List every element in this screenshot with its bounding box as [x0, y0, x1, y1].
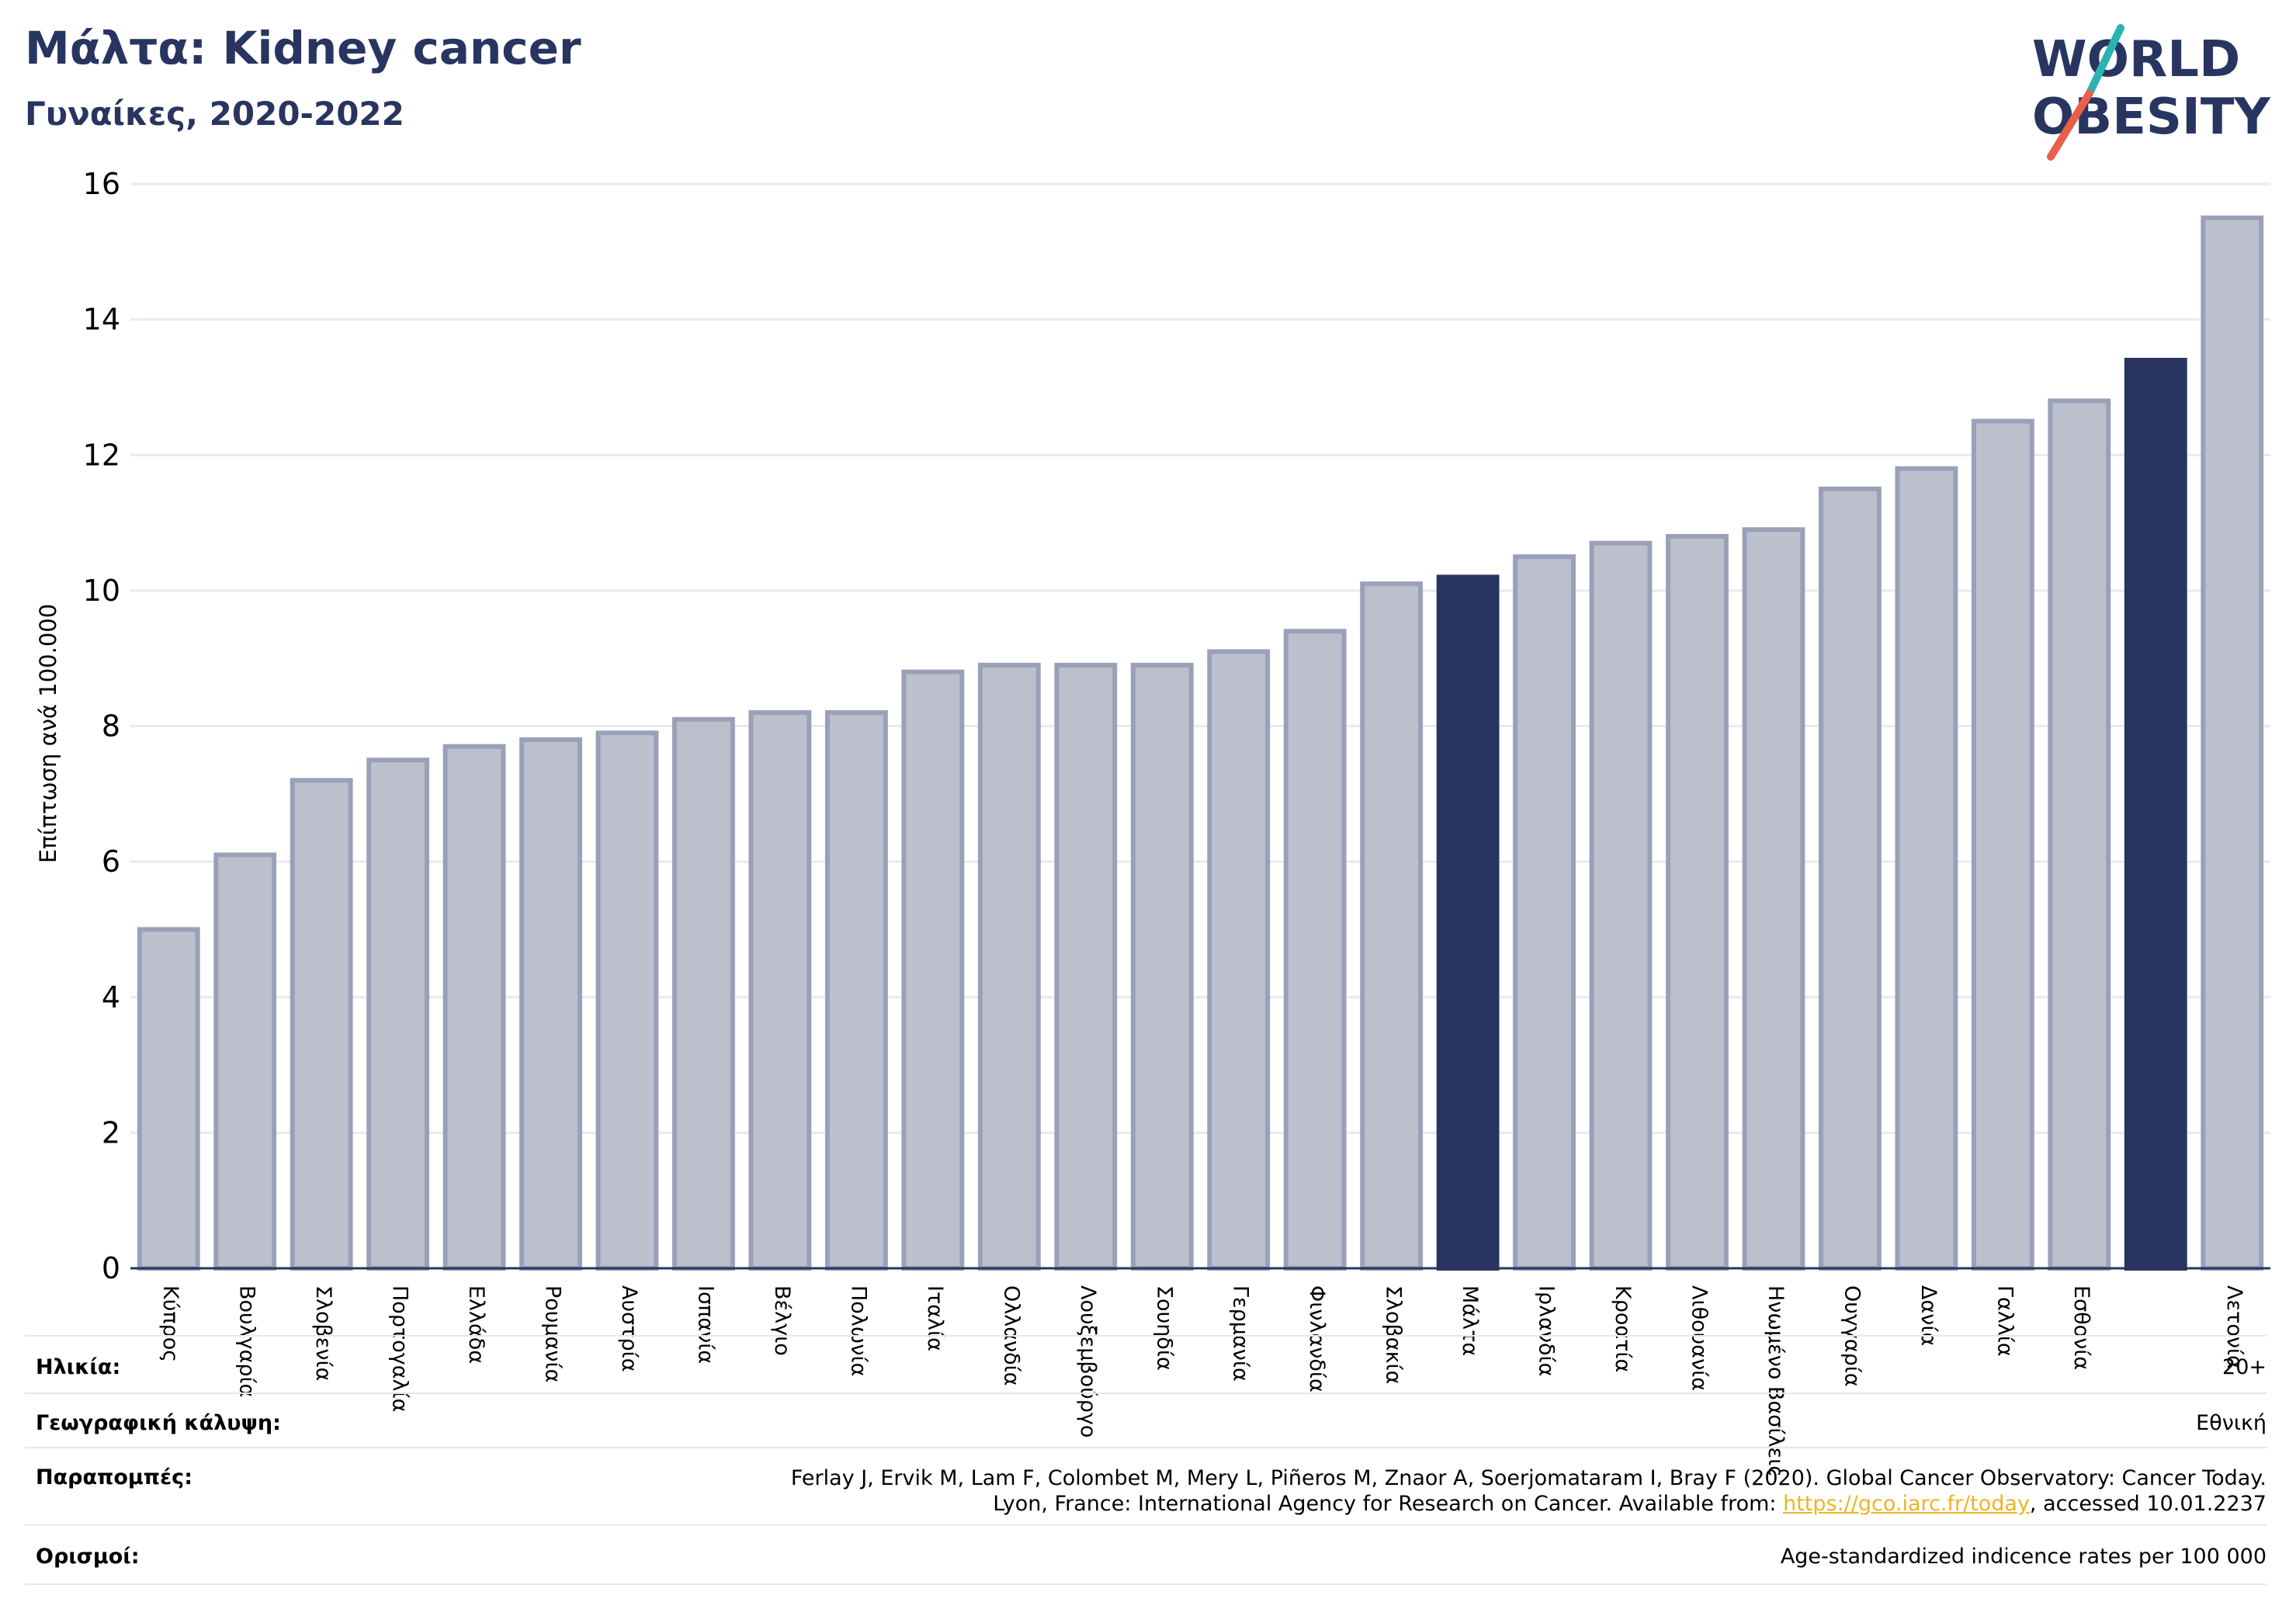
- x-tick-label: Βέλγιο: [770, 1285, 794, 1356]
- bar: [1666, 534, 1729, 1271]
- x-tick-label: Εσθονία: [2069, 1285, 2093, 1370]
- references-accessed: , accessed 10.01.2237: [2029, 1492, 2267, 1516]
- age-label: Ηλικία:: [36, 1355, 121, 1379]
- x-tick-label: Σλοβακία: [1382, 1285, 1406, 1384]
- x-tick-label: Λουξεμβούργο: [1076, 1285, 1100, 1437]
- bar-highlighted: [1436, 574, 1500, 1271]
- x-tick-label: Αυστρία: [617, 1285, 641, 1372]
- x-tick-label: Ηνωμένο Βασίλειο: [1764, 1285, 1788, 1475]
- definitions-row: Ορισμοί: Age-standardized indicence rate…: [25, 1524, 2267, 1585]
- x-tick-label: Ιταλία: [923, 1285, 947, 1351]
- x-tick-label: Λετονία: [2222, 1285, 2246, 1369]
- x-tick-label: Σουηδία: [1152, 1285, 1176, 1371]
- coverage-row: Γεωγραφική κάλυψη: Εθνική: [25, 1392, 2267, 1448]
- y-tick-label: 6: [102, 844, 120, 879]
- x-tick-label: Κροατία: [1611, 1285, 1635, 1372]
- definitions-label: Ορισμοί:: [36, 1545, 140, 1569]
- y-tick-label: 2: [102, 1115, 120, 1150]
- bar: [1895, 466, 1958, 1271]
- bar: [290, 778, 353, 1271]
- bar: [366, 758, 430, 1271]
- x-tick-label: Ελλάδα: [464, 1285, 488, 1364]
- logo-slash-red: [2047, 89, 2093, 161]
- bar: [1283, 629, 1347, 1271]
- y-tick-label: 4: [102, 980, 120, 1014]
- x-tick-label: Φινλανδία: [1305, 1285, 1329, 1392]
- bar: [519, 737, 582, 1271]
- bar-highlighted: [2124, 358, 2187, 1271]
- x-tick-label: Γαλλία: [1993, 1285, 2017, 1357]
- age-row: Ηλικία: 20+: [25, 1335, 2267, 1394]
- bar: [1513, 554, 1576, 1271]
- bar: [1130, 662, 1194, 1271]
- coverage-value: Εθνική: [2196, 1411, 2267, 1435]
- definitions-value: Age-standardized indicence rates per 100…: [1780, 1545, 2267, 1569]
- bar: [2048, 398, 2111, 1271]
- references-label: Παραπομπές:: [36, 1465, 192, 1489]
- bar: [901, 669, 965, 1271]
- y-axis-label: Επίπτωση ανά 100.000: [35, 604, 61, 863]
- bar: [748, 710, 812, 1271]
- coverage-label: Γεωγραφική κάλυψη:: [36, 1411, 281, 1435]
- logo-word-world: WORLD: [2032, 31, 2240, 88]
- bars: [137, 215, 2264, 1271]
- x-tick-label: Ρουμανία: [541, 1285, 565, 1382]
- x-tick-label: Γερμανία: [1229, 1285, 1253, 1382]
- references-line-2: Lyon, France: International Agency for R…: [791, 1491, 2267, 1517]
- x-tick-label: Κύπρος: [158, 1285, 182, 1362]
- bar: [1054, 662, 1118, 1271]
- x-tick-label: Ισπανία: [693, 1285, 717, 1364]
- bar: [1971, 418, 2034, 1271]
- chart-title: Μάλτα: Kidney cancer: [25, 22, 581, 75]
- bar: [824, 710, 888, 1271]
- x-tick-label: Πορτογαλία: [388, 1285, 412, 1412]
- references-value: Ferlay J, Ervik M, Lam F, Colombet M, Me…: [791, 1465, 2267, 1517]
- x-tick-label: Βουλγαρία: [235, 1285, 259, 1398]
- y-tick-label: 12: [83, 438, 120, 472]
- bar: [672, 716, 735, 1271]
- world-obesity-logo: WORLD OBESITY: [2032, 24, 2270, 161]
- bar: [1360, 581, 1424, 1271]
- bar: [213, 852, 277, 1271]
- logo-slash-teal: [2086, 24, 2124, 97]
- bar: [442, 744, 506, 1271]
- bar: [1819, 486, 1882, 1271]
- references-row: Παραπομπές: Ferlay J, Ervik M, Lam F, Co…: [25, 1447, 2267, 1526]
- x-tick-label: Λιθουανία: [1687, 1285, 1712, 1391]
- y-tick-label: 8: [102, 709, 120, 744]
- bar: [977, 662, 1041, 1271]
- x-tick-label: Πολωνία: [846, 1285, 870, 1376]
- bar: [2201, 215, 2264, 1271]
- x-tick-label: Ιρλανδία: [1535, 1285, 1559, 1376]
- references-line-1: Ferlay J, Ervik M, Lam F, Colombet M, Me…: [790, 1466, 2267, 1490]
- bar: [595, 730, 659, 1271]
- x-tick-label: Μάλτα: [1458, 1285, 1482, 1356]
- references-line-2-text: Lyon, France: International Agency for R…: [993, 1492, 1784, 1516]
- bar: [1742, 527, 1805, 1271]
- chart-subtitle: Γυναίκες, 2020-2022: [25, 95, 404, 133]
- y-tick-label: 16: [83, 167, 120, 201]
- bar: [1207, 649, 1271, 1271]
- y-axis-ticks: 0 2 4 6 8 10 12 14 16: [83, 167, 120, 1285]
- y-tick-label: 14: [83, 303, 120, 337]
- references-link[interactable]: https://gco.iarc.fr/today: [1783, 1492, 2030, 1516]
- y-tick-label: 10: [83, 574, 120, 608]
- bar: [137, 927, 200, 1271]
- bar: [1589, 540, 1653, 1271]
- age-value: 20+: [2222, 1355, 2267, 1379]
- bar-chart: 0 2 4 6 8 10 12 14 16 Επίπτωση ανά 100.000 Κύπρο…: [35, 167, 2270, 1475]
- y-tick-label: 0: [102, 1251, 120, 1285]
- x-tick-label: Σλοβενία: [311, 1285, 335, 1381]
